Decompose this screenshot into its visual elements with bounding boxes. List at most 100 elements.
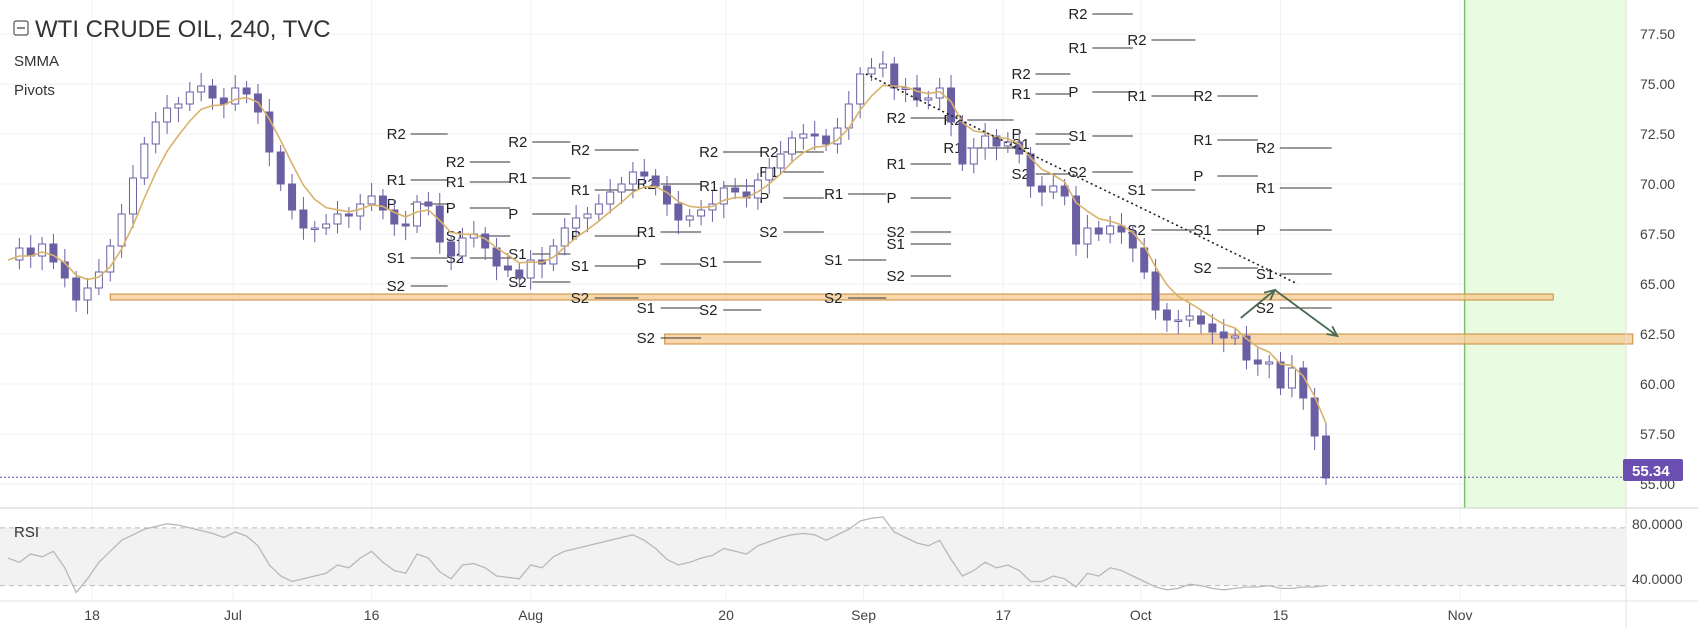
pivot-label: P <box>637 256 647 273</box>
candle-body <box>924 97 933 101</box>
pivot-label: R1 <box>1193 132 1212 149</box>
support-zone <box>109 293 1554 301</box>
pivot-label: R2 <box>887 110 906 127</box>
candle-body <box>322 223 331 229</box>
pivot-label: R2 <box>387 126 406 143</box>
pivot-label: R1 <box>387 172 406 189</box>
pivot-label: S1 <box>1068 128 1086 145</box>
forecast-arrow-segment <box>1274 289 1338 337</box>
candle-body <box>1151 271 1160 311</box>
price-tick-label: 75.00 <box>1640 76 1675 92</box>
candle-body <box>583 213 592 219</box>
pivot-label: R1 <box>1012 86 1031 103</box>
indicator-pivots[interactable]: Pivots <box>14 82 55 99</box>
candle-body <box>799 133 808 139</box>
forecast-arrow-segment <box>1240 289 1276 319</box>
last-price-value: 55.34 <box>1632 463 1670 480</box>
candle-body <box>787 137 796 155</box>
candle-body <box>697 209 706 217</box>
candle-body <box>288 183 297 211</box>
pivot-label: P <box>1256 222 1266 239</box>
main-panel <box>0 0 1626 508</box>
pivot-label: R2 <box>759 144 778 161</box>
candle-body <box>651 175 660 187</box>
price-tick-label: 77.50 <box>1640 26 1675 42</box>
candle-body <box>333 213 342 225</box>
pivot-label: S1 <box>1127 182 1145 199</box>
pivot-label: R1 <box>1127 88 1146 105</box>
time-tick-label: Jul <box>224 607 242 623</box>
time-tick-label: 18 <box>84 607 100 623</box>
candle-body <box>1299 367 1308 399</box>
candle-body <box>128 177 137 215</box>
smma-line <box>7 84 1327 424</box>
support-bands <box>109 293 1634 345</box>
candle-body <box>572 217 581 229</box>
candle-body <box>1060 185 1069 197</box>
rsi-band-lines <box>0 527 1626 587</box>
rsi-line <box>7 516 1327 594</box>
indicator-smma[interactable]: SMMA <box>14 53 59 70</box>
pivot-label: S1 <box>1193 222 1211 239</box>
pivot-label: S2 <box>1256 300 1274 317</box>
candle-body <box>378 195 387 211</box>
pivot-label: S1 <box>1256 266 1274 283</box>
forecast-zone <box>1464 0 1626 508</box>
candle-body <box>765 167 774 181</box>
pivot-label: R1 <box>943 140 962 157</box>
candle-body <box>526 259 535 279</box>
pivot-label: R2 <box>1256 140 1275 157</box>
candle-body <box>981 135 990 149</box>
time-tick-label: 15 <box>1273 607 1289 623</box>
candle-body <box>197 85 206 93</box>
candle-body <box>856 73 865 105</box>
pivot-label: S2 <box>824 290 842 307</box>
pivot-label: S1 <box>637 300 655 317</box>
candle-body <box>174 103 183 109</box>
time-tick-label: Aug <box>518 607 543 623</box>
pivot-label: S1 <box>571 258 589 275</box>
candle-body <box>594 203 603 215</box>
price-tick-label: 57.50 <box>1640 426 1675 442</box>
pivot-label: R2 <box>571 142 590 159</box>
candle-body <box>163 107 172 123</box>
candle-body <box>515 269 524 279</box>
pivot-label: S1 <box>387 250 405 267</box>
candle-body <box>242 87 251 95</box>
candle-body <box>1049 185 1058 193</box>
candle-body <box>912 87 921 101</box>
price-tick-label: 65.00 <box>1640 276 1675 292</box>
candle-body <box>1117 225 1126 233</box>
rsi-tick-label: 40.0000 <box>1632 571 1683 587</box>
candle-body <box>1094 227 1103 235</box>
candle-body <box>1185 315 1194 321</box>
pivot-label: P <box>1012 126 1022 143</box>
candle-body <box>413 201 422 227</box>
candle-body <box>401 223 410 227</box>
candle-body <box>1242 335 1251 361</box>
pivot-label: R1 <box>1068 40 1087 57</box>
price-scale: 77.50 75.00 72.50 70.00 67.50 65.00 62.50 60.00… <box>1640 26 1675 492</box>
candle-body <box>276 151 285 185</box>
candle-body <box>822 135 831 145</box>
trendline <box>865 73 1298 285</box>
pivot-label: R2 <box>699 144 718 161</box>
candle-body <box>390 209 399 225</box>
pivot-label: P <box>387 196 397 213</box>
candle-body <box>1287 367 1296 389</box>
candle-body <box>992 135 1001 147</box>
pivot-label: P <box>887 190 897 207</box>
pivot-label: S2 <box>387 278 405 295</box>
chart-title: WTI CRUDE OIL, 240, TVC <box>35 16 331 43</box>
candle-body <box>38 243 47 257</box>
forecast-arrows <box>1240 288 1340 338</box>
candle-body <box>1174 319 1183 322</box>
price-tick-label: 72.50 <box>1640 126 1675 142</box>
candle-body <box>753 179 762 199</box>
candle-body <box>1231 335 1240 339</box>
pivot-label: S1 <box>508 246 526 263</box>
last-price-tag <box>1623 459 1683 481</box>
candle-body <box>424 201 433 207</box>
candle-body <box>1197 315 1206 325</box>
pivot-label: S2 <box>759 224 777 241</box>
